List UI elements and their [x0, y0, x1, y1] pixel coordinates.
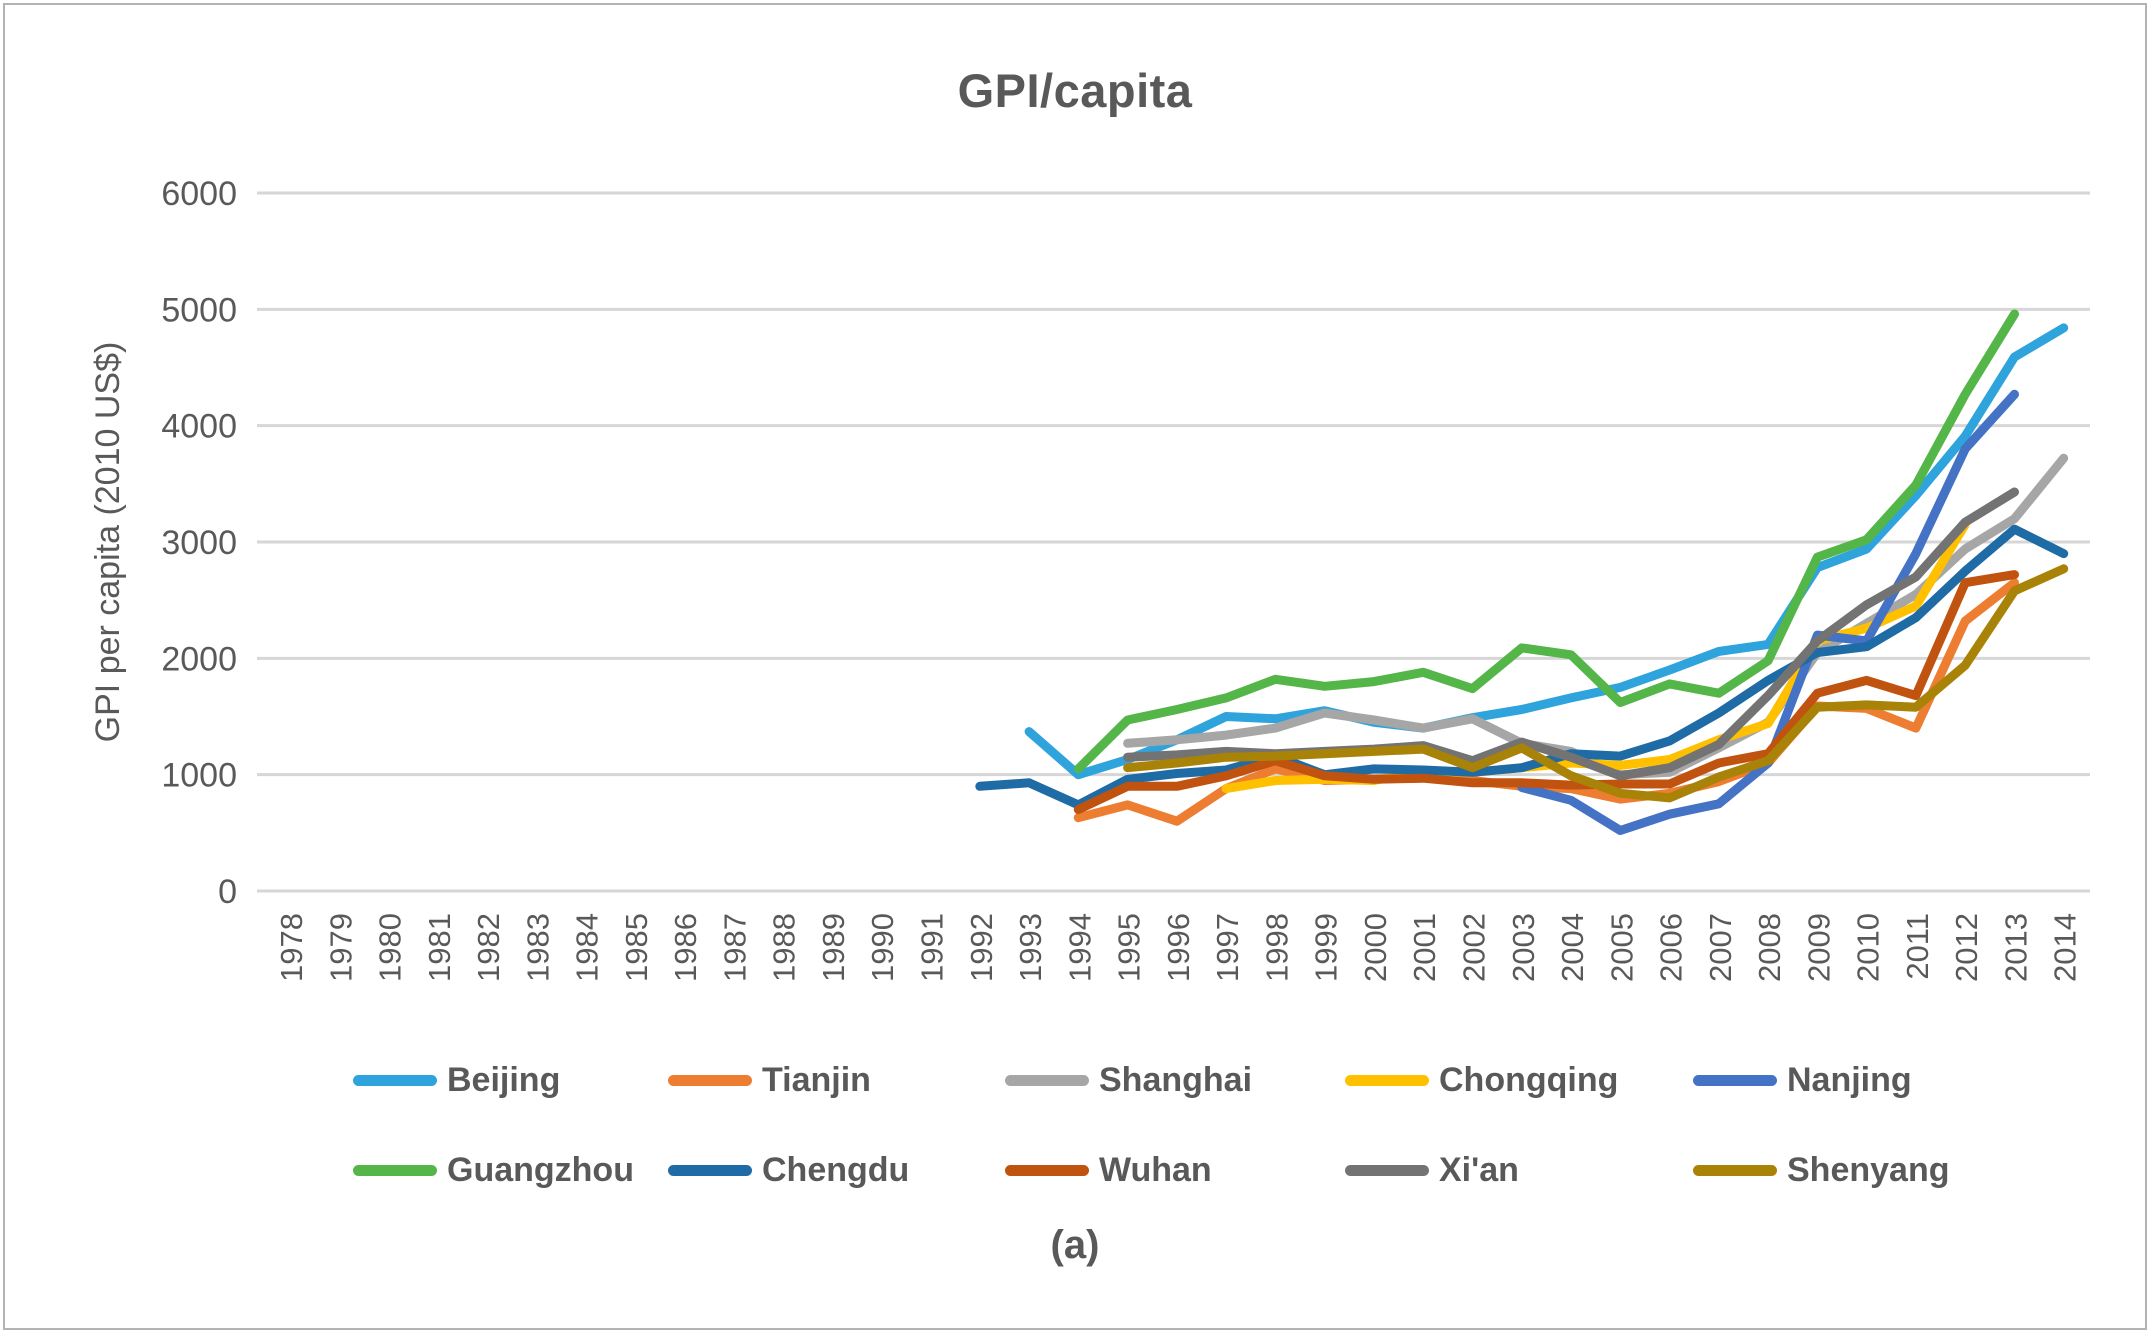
x-tick-label-1986: 1986 [668, 913, 703, 982]
series-line-wuhan [1073, 570, 2019, 815]
x-tick-label-1984: 1984 [570, 913, 605, 982]
figure-frame: GPI/capita GPI per capita (2010 US$) 0 10… [3, 3, 2147, 1330]
series-line-shenyang [1123, 564, 2069, 803]
x-tick-label-1992: 1992 [964, 913, 999, 982]
x-tick-label-1989: 1989 [816, 913, 851, 982]
x-tick-label-2014: 2014 [2048, 913, 2083, 982]
x-tick-label-1993: 1993 [1013, 913, 1048, 982]
x-tick-label-2013: 2013 [1998, 913, 2033, 982]
x-tick-label-2003: 2003 [1506, 913, 1541, 982]
x-tick-label-2000: 2000 [1358, 913, 1393, 982]
x-tick-label-2006: 2006 [1654, 913, 1689, 982]
x-tick-label-1991: 1991 [915, 913, 950, 982]
x-tick-label-1998: 1998 [1259, 913, 1294, 982]
x-tick-label-2005: 2005 [1604, 913, 1639, 982]
x-tick-label-2008: 2008 [1752, 913, 1787, 982]
y-tick-label-5000: 5000 [161, 291, 237, 329]
x-tick-label-2004: 2004 [1555, 913, 1590, 982]
series-line-beijing [1024, 323, 2069, 780]
x-tick-label-2007: 2007 [1703, 913, 1738, 982]
series-line-guangzhou [1073, 309, 2019, 774]
chart-title: GPI/capita [957, 64, 1193, 117]
y-tick-label-6000: 6000 [161, 175, 237, 213]
x-tick-label-1985: 1985 [619, 913, 654, 982]
x-tick-label-2011: 2011 [1900, 913, 1935, 980]
x-tick-label-1997: 1997 [1210, 913, 1245, 982]
x-tick-label-1981: 1981 [422, 913, 457, 982]
x-tick-label-2009: 2009 [1801, 913, 1836, 982]
x-tick-label-1978: 1978 [274, 913, 309, 982]
subfigure-caption: (a) [1050, 1223, 1100, 1267]
x-tick-label-1979: 1979 [323, 913, 358, 982]
x-tick-label-1999: 1999 [1309, 913, 1344, 982]
line-chart-plot-area: 0 1000 2000 3000 4000 5000 6000 1978 1979 1980 198… [161, 175, 2090, 982]
x-tick-label-2010: 2010 [1851, 913, 1886, 982]
x-tick-label-2001: 2001 [1407, 913, 1442, 982]
x-tick-label-1996: 1996 [1161, 913, 1196, 982]
y-tick-label-3000: 3000 [161, 524, 237, 562]
y-tick-label-0: 0 [218, 873, 237, 911]
x-tick-label-1995: 1995 [1112, 913, 1147, 982]
y-tick-label-1000: 1000 [161, 757, 237, 795]
x-tick-label-1980: 1980 [373, 913, 408, 982]
x-tick-label-1988: 1988 [767, 913, 802, 982]
x-tick-label-2002: 2002 [1456, 913, 1491, 982]
x-tick-label-1982: 1982 [471, 913, 506, 982]
x-tick-label-1994: 1994 [1062, 913, 1097, 982]
x-tick-label-1990: 1990 [865, 913, 900, 982]
x-tick-label-1983: 1983 [520, 913, 555, 982]
y-tick-label-4000: 4000 [161, 408, 237, 446]
y-tick-label-2000: 2000 [161, 640, 237, 678]
x-tick-label-2012: 2012 [1949, 913, 1984, 982]
x-tick-label-1987: 1987 [717, 913, 752, 982]
series-line-chengdu [975, 524, 2069, 810]
